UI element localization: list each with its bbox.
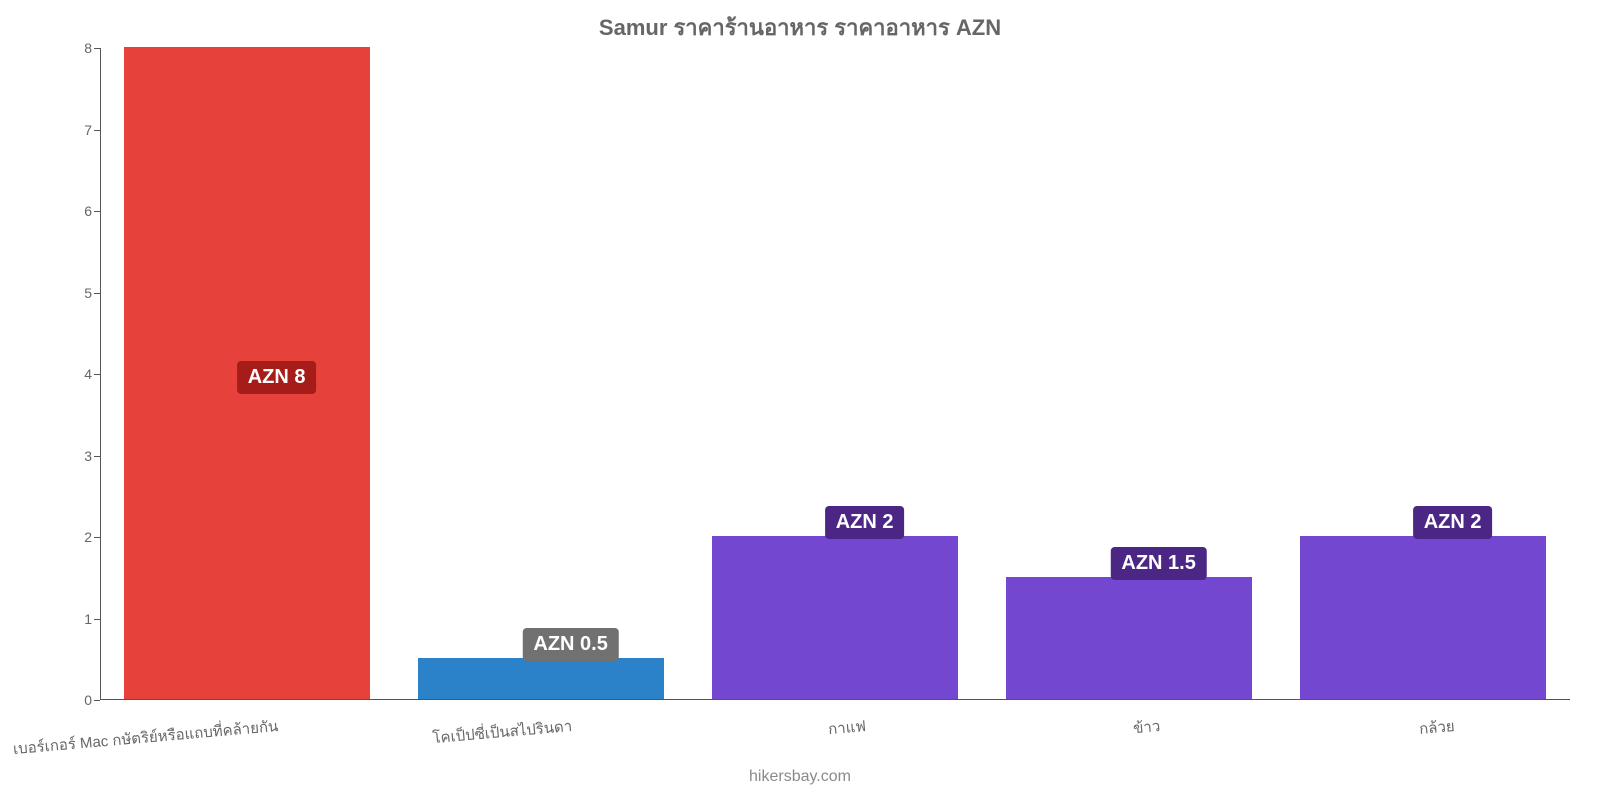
bar (418, 658, 665, 699)
x-tick-label: โคเป็ปซี่เป็นสไปรินดา (431, 714, 573, 750)
y-tick-label: 3 (84, 448, 92, 464)
plot-area: 012345678AZN 8เบอร์เกอร์ Mac กษัตริย์หรื… (100, 48, 1570, 700)
y-tick-label: 2 (84, 529, 92, 545)
y-tick-label: 0 (84, 692, 92, 708)
y-axis (100, 48, 101, 700)
bar-value-label: AZN 2 (1413, 506, 1493, 539)
bar-value-label: AZN 0.5 (522, 628, 618, 661)
y-tick-label: 8 (84, 40, 92, 56)
attribution-text: hikersbay.com (0, 768, 1600, 786)
y-tick-mark (94, 456, 100, 457)
x-tick-label: เบอร์เกอร์ Mac กษัตริย์หรือแถบที่คล้ายกั… (12, 714, 279, 761)
y-tick-label: 1 (84, 611, 92, 627)
y-tick-label: 4 (84, 366, 92, 382)
x-axis (100, 699, 1570, 700)
x-tick-label: ข้าว (1132, 714, 1161, 740)
bar-value-label: AZN 2 (825, 506, 905, 539)
x-tick-label: กล้วย (1418, 714, 1455, 741)
y-tick-mark (94, 537, 100, 538)
y-tick-label: 7 (84, 122, 92, 138)
y-tick-mark (94, 48, 100, 49)
y-tick-label: 5 (84, 285, 92, 301)
bar (1006, 577, 1253, 699)
y-tick-label: 6 (84, 203, 92, 219)
bar (712, 536, 959, 699)
y-tick-mark (94, 293, 100, 294)
bar (1300, 536, 1547, 699)
y-tick-mark (94, 374, 100, 375)
chart-container: Samur ราคาร้านอาหาร ราคาอาหาร AZN 012345… (0, 0, 1600, 800)
y-tick-mark (94, 619, 100, 620)
x-tick-label: กาแฟ (827, 714, 867, 741)
y-tick-mark (94, 700, 100, 701)
chart-title: Samur ราคาร้านอาหาร ราคาอาหาร AZN (0, 10, 1600, 45)
bar-value-label: AZN 8 (237, 361, 317, 394)
y-tick-mark (94, 130, 100, 131)
bar-value-label: AZN 1.5 (1110, 547, 1206, 580)
y-tick-mark (94, 211, 100, 212)
